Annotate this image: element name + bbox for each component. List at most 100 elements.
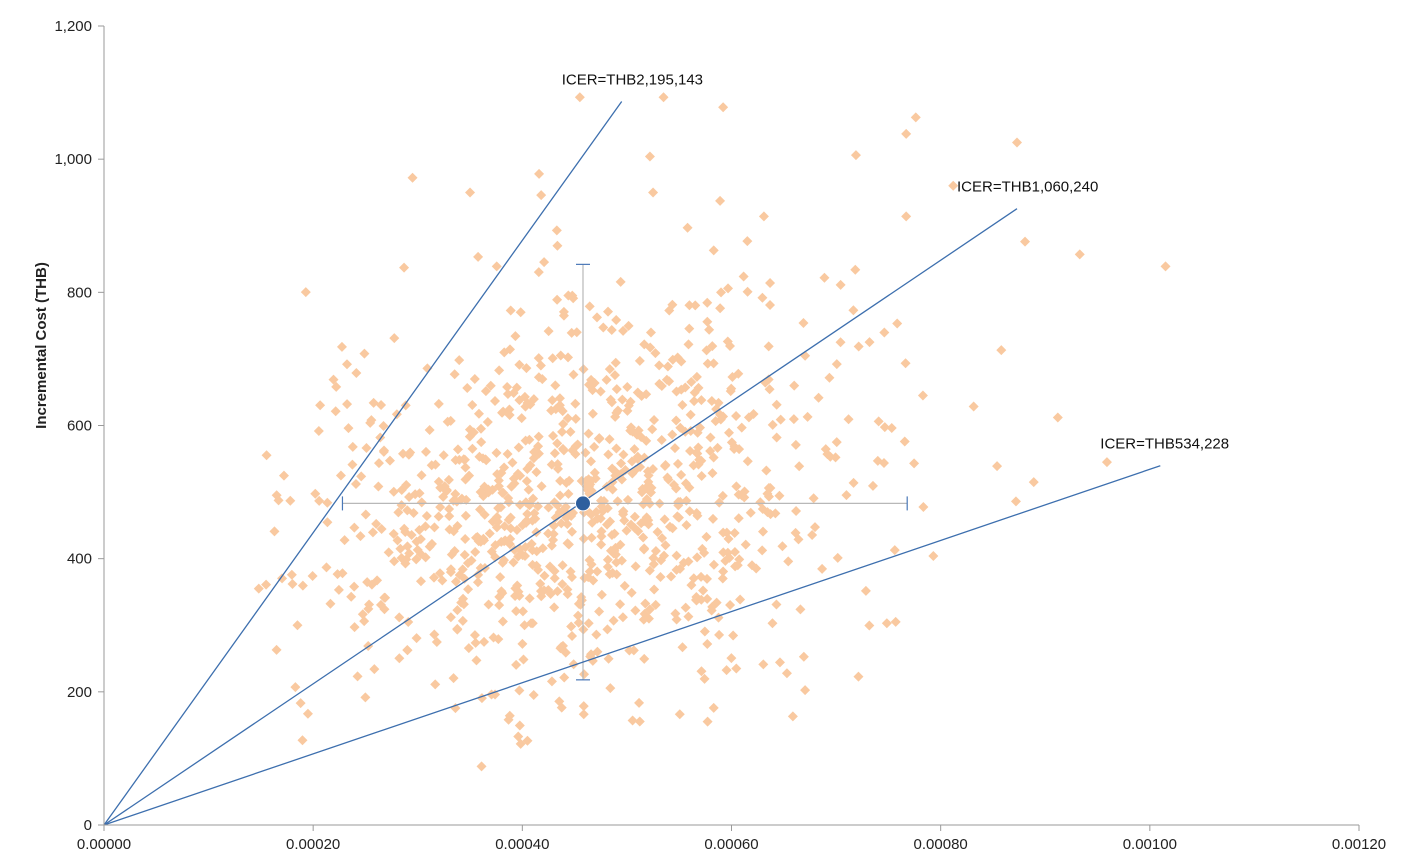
- data-point: [422, 363, 433, 374]
- data-point: [543, 502, 554, 513]
- data-point: [831, 437, 842, 448]
- data-point: [548, 430, 559, 441]
- data-point: [493, 481, 504, 492]
- data-point: [649, 414, 660, 425]
- data-point: [860, 585, 871, 596]
- data-point: [300, 287, 311, 298]
- data-point: [595, 386, 606, 397]
- data-point: [462, 382, 473, 393]
- data-point: [788, 414, 799, 425]
- data-point: [648, 552, 659, 563]
- data-point: [549, 448, 560, 459]
- data-point: [510, 331, 521, 342]
- data-point: [659, 460, 670, 471]
- data-point: [873, 416, 884, 427]
- data-point: [707, 341, 718, 352]
- data-point: [731, 411, 742, 422]
- data-point: [841, 490, 852, 501]
- data-point: [680, 382, 691, 393]
- data-point: [724, 427, 735, 438]
- x-tick-label: 0.00060: [704, 836, 758, 853]
- data-point: [605, 683, 616, 694]
- data-point: [483, 599, 494, 610]
- data-point: [444, 504, 455, 515]
- data-point: [622, 494, 633, 505]
- data-point: [287, 579, 298, 590]
- data-point: [461, 494, 472, 505]
- data-point: [315, 400, 326, 411]
- data-point: [292, 620, 303, 631]
- data-point: [705, 445, 716, 456]
- data-point: [720, 555, 731, 566]
- data-point: [506, 481, 517, 492]
- data-point: [369, 664, 380, 675]
- data-point: [899, 436, 910, 447]
- data-point: [777, 541, 788, 552]
- data-point: [307, 571, 318, 582]
- data-point: [668, 479, 679, 490]
- data-point: [618, 449, 629, 460]
- data-point: [570, 413, 581, 424]
- data-point: [563, 352, 574, 363]
- data-point: [459, 549, 470, 560]
- data-point: [536, 481, 547, 492]
- data-point: [557, 426, 568, 437]
- data-point: [730, 561, 741, 572]
- data-point: [666, 571, 677, 582]
- data-point: [502, 448, 513, 459]
- data-point: [718, 547, 729, 558]
- icer-label: ICER=THB2,195,143: [562, 72, 703, 89]
- data-point: [465, 187, 476, 198]
- data-point: [322, 497, 333, 508]
- data-point: [467, 443, 478, 454]
- data-point: [388, 486, 399, 497]
- data-point: [592, 312, 603, 323]
- data-point: [638, 532, 649, 543]
- data-point: [736, 422, 747, 433]
- data-point: [704, 324, 715, 335]
- data-point: [712, 442, 723, 453]
- data-point: [535, 578, 546, 589]
- data-point: [536, 190, 547, 201]
- data-point: [488, 632, 499, 643]
- data-point: [471, 655, 482, 666]
- data-point: [634, 355, 645, 366]
- data-point: [843, 414, 854, 425]
- data-point: [681, 520, 692, 531]
- data-point: [368, 397, 379, 408]
- data-point: [817, 563, 828, 574]
- data-point: [513, 442, 524, 453]
- data-point: [373, 481, 384, 492]
- data-point: [886, 422, 897, 433]
- data-point: [529, 447, 540, 458]
- data-point: [486, 546, 497, 557]
- data-point: [757, 292, 768, 303]
- data-point: [557, 560, 568, 571]
- data-point: [589, 441, 600, 452]
- data-point: [525, 399, 536, 410]
- data-point: [528, 689, 539, 700]
- data-point: [612, 496, 623, 507]
- data-point: [583, 618, 594, 629]
- data-point: [638, 499, 649, 510]
- data-point: [630, 561, 641, 572]
- data-point: [480, 386, 491, 397]
- data-point: [638, 614, 649, 625]
- data-point: [692, 552, 703, 563]
- data-point: [615, 599, 626, 610]
- data-point: [563, 539, 574, 550]
- data-point: [757, 504, 768, 515]
- data-point: [278, 470, 289, 481]
- data-point: [331, 381, 342, 392]
- data-point: [596, 531, 607, 542]
- data-point: [738, 271, 749, 282]
- data-point: [731, 663, 742, 674]
- data-point: [438, 491, 449, 502]
- data-point: [476, 423, 487, 434]
- data-point: [671, 386, 682, 397]
- data-point: [683, 611, 694, 622]
- data-point: [496, 468, 507, 479]
- data-point: [594, 606, 605, 617]
- data-point: [767, 419, 778, 430]
- data-point: [550, 512, 561, 523]
